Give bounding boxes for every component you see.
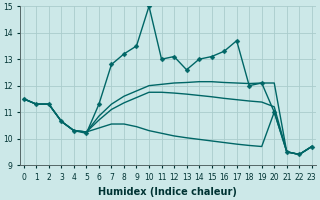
X-axis label: Humidex (Indice chaleur): Humidex (Indice chaleur) [98, 187, 237, 197]
